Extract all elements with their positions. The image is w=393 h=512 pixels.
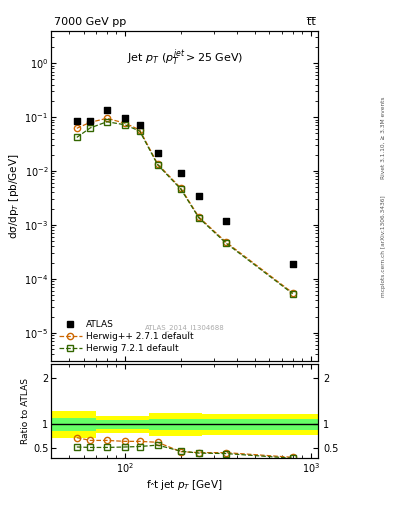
Text: Rivet 3.1.10, ≥ 3.3M events: Rivet 3.1.10, ≥ 3.3M events (381, 97, 386, 180)
Text: mcplots.cern.ch [arXiv:1306.3436]: mcplots.cern.ch [arXiv:1306.3436] (381, 195, 386, 296)
Point (104, 106, 110, 114)
Text: ATLAS_2014_I1304688: ATLAS_2014_I1304688 (145, 325, 224, 331)
Point (73, 117, 80, 125)
Point (223, 217, 229, 225)
Point (122, 114, 128, 122)
Y-axis label: dσ/dp$_T$ [pb/GeV]: dσ/dp$_T$ [pb/GeV] (7, 153, 21, 239)
Point (136, 121, 143, 130)
Point (154, 148, 161, 157)
X-axis label: f$\hat{\ }$t jet $p_T$ [GeV]: f$\hat{\ }$t jet $p_T$ [GeV] (147, 478, 223, 492)
Text: 7000 GeV pp: 7000 GeV pp (54, 17, 126, 28)
Point (196, 191, 202, 200)
Text: Jet $p_T$ ($p_T^{jet}$$>$25 GeV): Jet $p_T$ ($p_T^{jet}$$>$25 GeV) (127, 47, 243, 68)
Point (178, 169, 184, 178)
Point (290, 260, 296, 268)
Point (87, 117, 94, 125)
Legend: ATLAS, Herwig++ 2.7.1 default, Herwig 7.2.1 default: ATLAS, Herwig++ 2.7.1 default, Herwig 7.… (55, 317, 198, 356)
Text: t̅t̅: t̅t̅ (307, 17, 316, 28)
Y-axis label: Ratio to ATLAS: Ratio to ATLAS (21, 378, 30, 444)
